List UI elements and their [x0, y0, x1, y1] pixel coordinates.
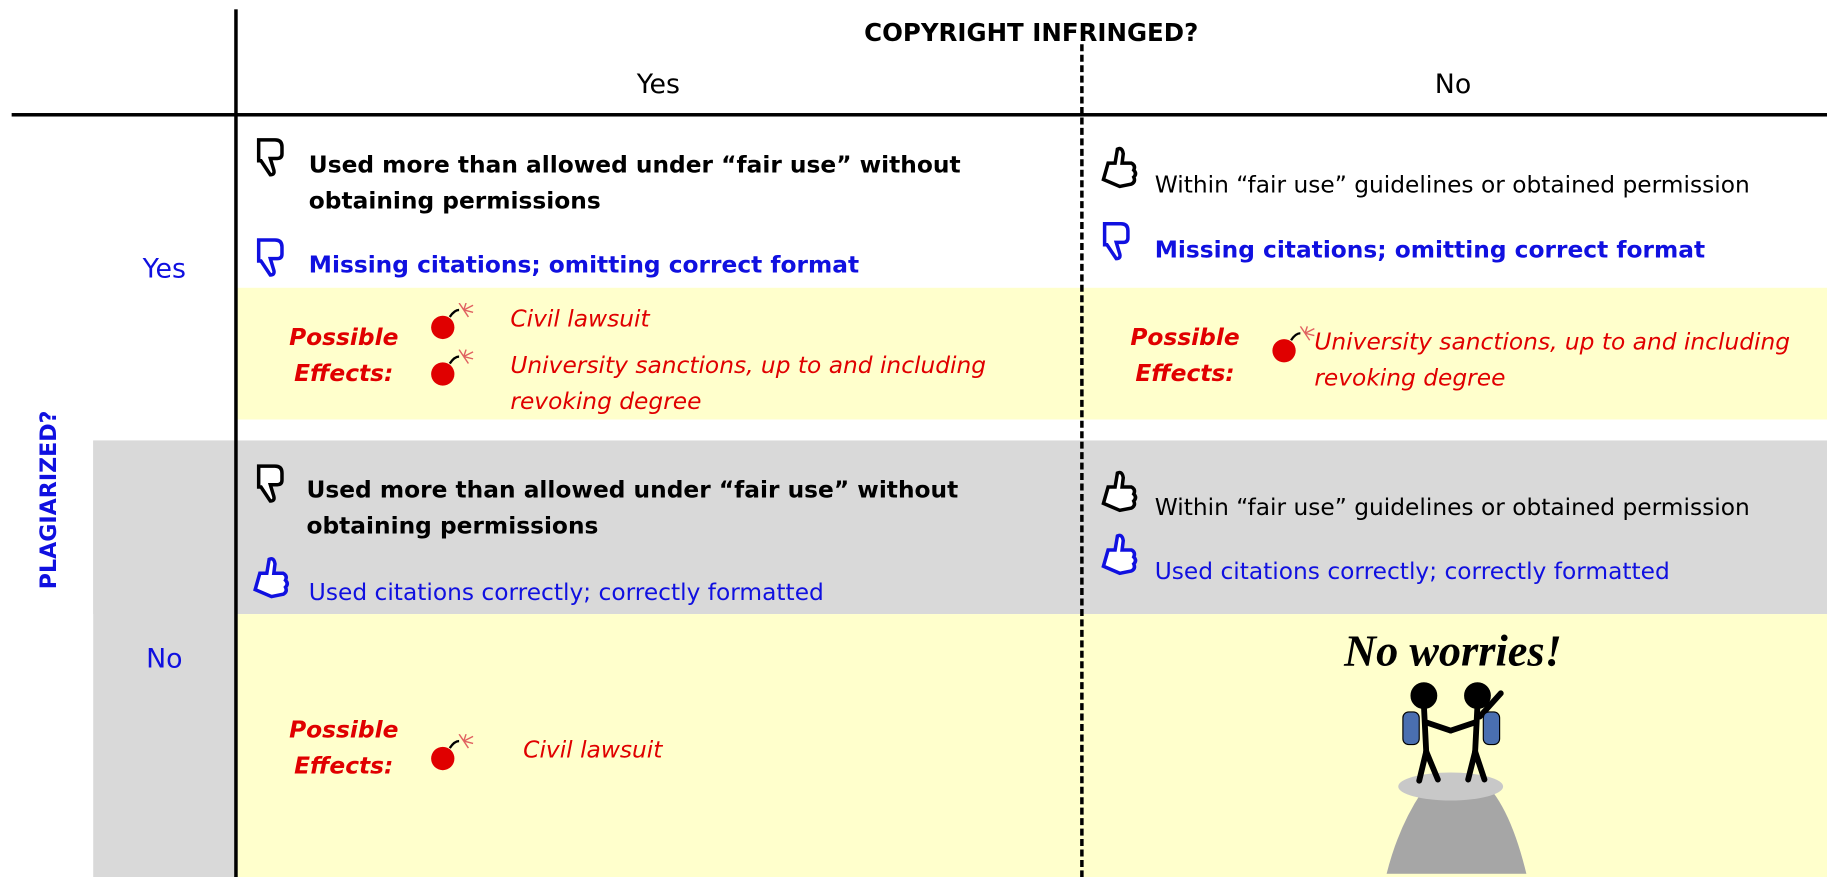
column-title: COPYRIGHT INFRINGED? — [864, 18, 1199, 47]
effects-label: Possible Effects: — [289, 715, 399, 780]
bomb-icon — [1272, 326, 1315, 363]
bomb-icon — [431, 302, 474, 340]
h-line — [11, 113, 1827, 117]
row-label: No — [146, 644, 183, 675]
column-label: No — [1434, 69, 1472, 101]
citation-text: Used citations correctly; correctly form… — [1154, 556, 1670, 585]
copyright-text: Within “fair use” guidelines or obtained… — [1154, 170, 1750, 199]
column-label: Yes — [636, 69, 680, 101]
thumbs-down-icon — [256, 238, 284, 277]
thumbs-down-icon — [256, 138, 284, 177]
row-label: Yes — [142, 254, 186, 285]
thumbs-up-icon — [1101, 533, 1138, 576]
thumbs-down-icon — [1102, 221, 1130, 261]
dashed-line — [1080, 44, 1084, 877]
hikers-illustration — [1386, 682, 1527, 874]
note: No worries! — [1344, 626, 1562, 676]
bg-gray — [93, 440, 1827, 615]
effect-text: Civil lawsuit — [523, 735, 663, 764]
row-title: PLAGIARIZED? — [36, 410, 62, 590]
thumbs-up-icon — [1101, 470, 1138, 513]
copyright-text: Within “fair use” guidelines or obtained… — [1154, 492, 1750, 521]
bg-yellow — [236, 614, 1827, 877]
copyright-text: Used more than allowed under “fair use” … — [308, 150, 961, 215]
effects-label: Possible Effects: — [1130, 322, 1240, 387]
effect-text: Civil lawsuit — [510, 304, 650, 333]
thumbs-down-icon — [256, 464, 284, 503]
bomb-icon — [431, 734, 474, 771]
citation-text: Missing citations; omitting correct form… — [1154, 235, 1706, 264]
effects-label: Possible Effects: — [289, 322, 399, 387]
effect-text: University sanctions, up to and includin… — [510, 350, 987, 415]
citation-text: Used citations correctly; correctly form… — [308, 577, 824, 606]
effect-text: University sanctions, up to and includin… — [1314, 327, 1791, 392]
v-line — [234, 9, 238, 877]
bg-yellow — [236, 287, 1827, 420]
thumbs-up-icon — [1101, 146, 1138, 189]
bomb-icon — [431, 349, 474, 386]
copyright-text: Used more than allowed under “fair use” … — [306, 475, 959, 540]
bg-gray-side — [93, 440, 236, 877]
citation-text: Missing citations; omitting correct form… — [308, 250, 860, 279]
thumbs-up-icon — [253, 556, 289, 599]
